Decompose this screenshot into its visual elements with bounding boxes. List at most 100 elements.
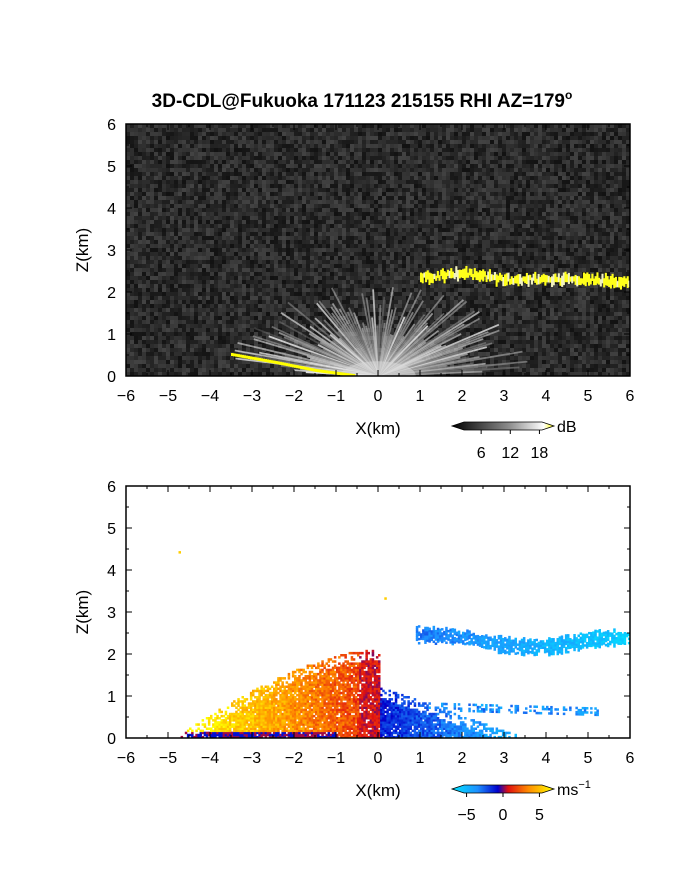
noise-cell [378,156,382,160]
noise-cell [226,228,230,232]
noise-cell [402,196,406,200]
noise-cell [562,128,566,132]
noise-cell [550,212,554,216]
noise-cell [442,148,446,152]
noise-cell [474,184,478,188]
noise-cell [622,160,626,164]
noise-cell [278,208,282,212]
noise-cell [330,240,334,244]
noise-cell [466,164,470,168]
noise-cell [174,256,178,260]
noise-cell [310,252,314,256]
noise-cell [502,140,506,144]
noise-cell [186,188,190,192]
noise-cell [586,224,590,228]
noise-cell [174,132,178,136]
noise-cell [566,124,570,128]
noise-cell [170,260,174,264]
noise-cell [166,176,170,180]
noise-cell [386,280,390,284]
noise-cell [138,156,142,160]
noise-cell [462,244,466,248]
noise-cell [462,164,466,168]
noise-cell [178,172,182,176]
noise-cell [150,224,154,228]
noise-cell [190,248,194,252]
noise-cell [374,236,378,240]
noise-cell [142,140,146,144]
noise-cell [570,244,574,248]
noise-cell [282,260,286,264]
noise-cell [446,188,450,192]
noise-cell [162,212,166,216]
noise-cell [586,152,590,156]
noise-cell [334,144,338,148]
noise-cell [174,240,178,244]
noise-cell [586,240,590,244]
noise-cell [154,216,158,220]
noise-cell [622,168,626,172]
noise-cell [426,224,430,228]
noise-cell [434,212,438,216]
noise-cell [526,148,530,152]
noise-cell [346,188,350,192]
noise-cell [142,212,146,216]
noise-cell [578,216,582,220]
noise-cell [186,220,190,224]
noise-cell [482,124,486,128]
noise-cell [142,128,146,132]
noise-cell [438,240,442,244]
noise-cell [342,280,346,284]
noise-cell [206,204,210,208]
noise-cell [362,176,366,180]
noise-cell [470,204,474,208]
noise-cell [234,268,238,272]
noise-cell [458,168,462,172]
noise-cell [474,148,478,152]
noise-cell [142,264,146,268]
noise-cell [234,236,238,240]
noise-cell [582,192,586,196]
noise-cell [370,140,374,144]
noise-cell [414,188,418,192]
noise-cell [598,224,602,228]
noise-cell [578,228,582,232]
noise-cell [186,148,190,152]
noise-cell [538,268,542,272]
noise-cell [394,220,398,224]
noise-cell [366,264,370,268]
noise-cell [194,240,198,244]
noise-cell [234,256,238,260]
noise-cell [246,200,250,204]
noise-cell [346,220,350,224]
noise-cell [146,144,150,148]
noise-cell [150,192,154,196]
noise-cell [462,160,466,164]
noise-cell [454,244,458,248]
noise-cell [386,260,390,264]
noise-cell [182,144,186,148]
noise-cell [574,164,578,168]
noise-cell [258,244,262,248]
noise-cell [186,144,190,148]
noise-cell [442,244,446,248]
noise-cell [386,160,390,164]
noise-cell [218,276,222,280]
noise-cell [418,260,422,264]
noise-cell [554,208,558,212]
noise-cell [226,224,230,228]
noise-cell [354,252,358,256]
noise-cell [218,164,222,168]
noise-cell [306,192,310,196]
noise-cell [430,220,434,224]
noise-cell [454,216,458,220]
noise-cell [298,272,302,276]
noise-cell [442,184,446,188]
noise-cell [538,140,542,144]
noise-cell [406,236,410,240]
noise-cell [290,208,294,212]
noise-cell [266,128,270,132]
noise-cell [262,160,266,164]
noise-cell [618,144,622,148]
noise-cell [278,148,282,152]
